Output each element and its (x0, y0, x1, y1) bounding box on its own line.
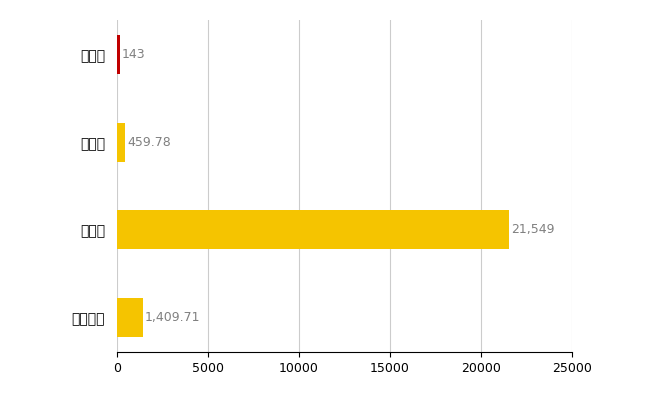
Bar (117, 210, 509, 250)
Text: 21,549: 21,549 (512, 223, 555, 236)
Text: 143: 143 (122, 48, 146, 61)
Text: 459.78: 459.78 (127, 136, 172, 149)
Bar (117, 298, 142, 337)
Bar (117, 122, 125, 162)
Text: 1,409.71: 1,409.71 (145, 311, 200, 324)
Bar (117, 35, 120, 74)
